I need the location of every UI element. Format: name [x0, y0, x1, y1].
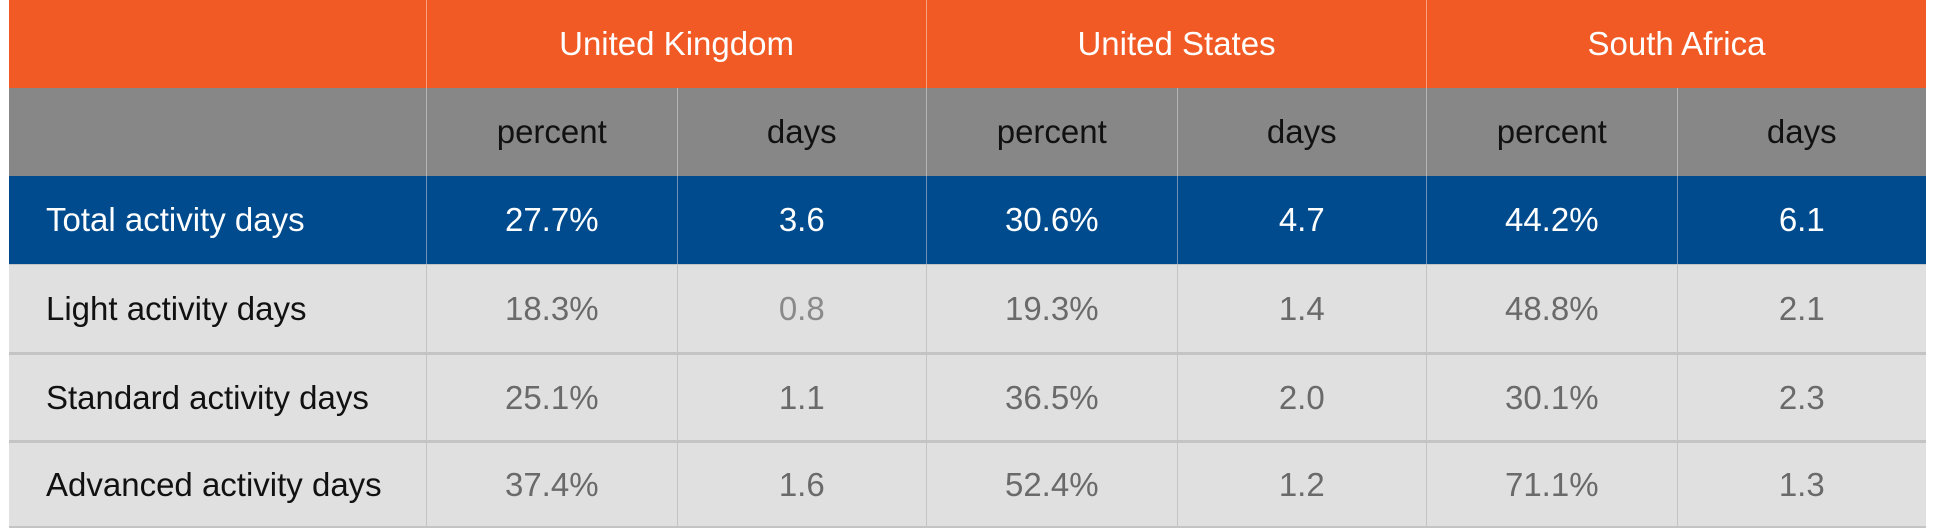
corner-cell	[9, 0, 426, 88]
table-cell: 4.7	[1176, 176, 1427, 264]
table-cell: 25.1%	[426, 355, 676, 440]
column-header: days	[1676, 88, 1927, 176]
activity-table: United Kingdom United States South Afric…	[9, 0, 1926, 528]
table-cell: 1.2	[1176, 443, 1427, 526]
row-label: Standard activity days	[46, 378, 369, 416]
column-header: percent	[426, 88, 676, 176]
table-cell: 2.0	[1176, 355, 1427, 440]
corner-cell	[9, 88, 426, 176]
column-header: days	[1176, 88, 1427, 176]
table-row: Advanced activity days 37.4% 1.6 52.4% 1…	[9, 440, 1926, 528]
table-row: Standard activity days 25.1% 1.1 36.5% 2…	[9, 352, 1926, 440]
table-cell: 48.8%	[1426, 265, 1676, 352]
table-cell: 18.3%	[426, 265, 676, 352]
table-cell: 2.1	[1676, 265, 1927, 352]
table-cell: 52.4%	[926, 443, 1176, 526]
table-cell: 19.3%	[926, 265, 1176, 352]
table-cell: 27.7%	[426, 176, 676, 264]
row-label: Light activity days	[46, 289, 307, 327]
row-label: Total activity days	[46, 201, 305, 238]
table-cell: 3.6	[676, 176, 927, 264]
table-cell: 0.8	[676, 265, 927, 352]
table-cell: 71.1%	[1426, 443, 1676, 526]
table-cell: 1.6	[676, 443, 927, 526]
table-row-total: Total activity days 27.7% 3.6 30.6% 4.7 …	[9, 176, 1926, 264]
table-cell: 44.2%	[1426, 176, 1676, 264]
country-header: United States	[926, 0, 1426, 88]
table-cell: 2.3	[1676, 355, 1927, 440]
table-cell: 36.5%	[926, 355, 1176, 440]
table-cell: 6.1	[1676, 176, 1927, 264]
column-header: days	[676, 88, 927, 176]
table-cell: 1.1	[676, 355, 927, 440]
row-label: Advanced activity days	[46, 465, 382, 503]
country-header: United Kingdom	[426, 0, 926, 88]
table-cell: 1.3	[1676, 443, 1927, 526]
subheader-row: percent days percent days percent days	[9, 88, 1926, 176]
column-header: percent	[1426, 88, 1676, 176]
table-row: Light activity days 18.3% 0.8 19.3% 1.4 …	[9, 264, 1926, 352]
column-header: percent	[926, 88, 1176, 176]
table-cell: 1.4	[1176, 265, 1427, 352]
country-header: South Africa	[1426, 0, 1926, 88]
country-header-row: United Kingdom United States South Afric…	[9, 0, 1926, 88]
table-cell: 37.4%	[426, 443, 676, 526]
table-cell: 30.1%	[1426, 355, 1676, 440]
table-cell: 30.6%	[926, 176, 1176, 264]
